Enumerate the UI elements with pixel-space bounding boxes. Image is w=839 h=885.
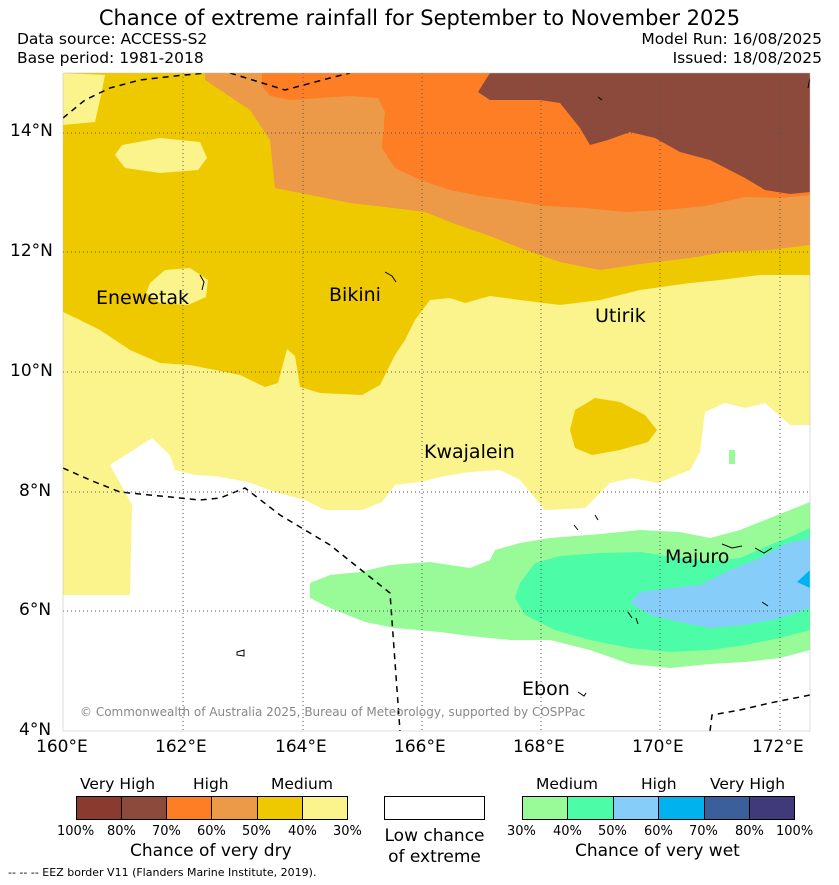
copyright-notice: © Commonwealth of Australia 2025, Bureau… (80, 705, 586, 719)
low-chance-line-2: of extreme (388, 847, 481, 867)
place-label-enewetak: Enewetak (96, 287, 190, 309)
wet-swatch-40-50 (567, 796, 614, 820)
wet-tick-label: 50% (598, 824, 627, 839)
low-chance-label: Low chance of extreme (384, 826, 485, 868)
wet-50-60-region (630, 538, 810, 628)
wet-level-label: High (641, 775, 677, 793)
dry-swatch-70-60 (166, 796, 212, 820)
dry-30-40-patch-north (63, 73, 105, 125)
low-chance-line-1: Low chance (384, 826, 485, 846)
map-title: Chance of extreme rainfall for September… (98, 6, 741, 30)
dry-level-label: High (193, 775, 229, 793)
dry-30-40-patch-enewetak (146, 268, 208, 305)
dry-tick-label: 100% (57, 824, 95, 839)
dry-swatch-40-30 (302, 796, 348, 820)
low-chance-swatch (384, 796, 485, 820)
wet-tick-label: 70% (689, 824, 718, 839)
wet-legend-title: Chance of very wet (575, 841, 740, 861)
wet-tick-label: 40% (553, 824, 582, 839)
dry-tick-label: 50% (242, 824, 271, 839)
grid-lines (63, 73, 810, 731)
lon-tick-label: 160°E (36, 737, 88, 757)
wet-swatch-60-70 (658, 796, 705, 820)
wet-tick-label: 80% (735, 824, 764, 839)
lon-tick-label: 170°E (632, 737, 684, 757)
lon-tick-label: 164°E (275, 737, 327, 757)
eez-footnote: -- -- -- EEZ border V11 (Flanders Marine… (8, 866, 317, 879)
place-label-utirik: Utirik (595, 305, 646, 327)
meta-left: Data source: ACCESS-S2 Base period: 1981… (17, 30, 207, 68)
dry-swatch-80-70 (121, 796, 167, 820)
dry-30-40-patch-upper (115, 138, 207, 173)
data-source: Data source: ACCESS-S2 (17, 30, 208, 48)
dry-swatch-60-50 (211, 796, 258, 820)
wet-tick-label: 100% (776, 824, 814, 839)
place-label-ebon: Ebon (522, 678, 570, 700)
wet-swatch-30-40 (522, 796, 568, 820)
dry-tick-label: 60% (197, 824, 226, 839)
place-label-kwajalein: Kwajalein (424, 441, 515, 463)
wet-30-40-patch-small (729, 450, 735, 464)
map-plot (63, 73, 810, 731)
wet-60-70-patch (797, 570, 810, 588)
wet-swatch-80-100 (749, 796, 795, 820)
lon-tick-label: 166°E (394, 737, 446, 757)
lon-tick-label: 168°E (513, 737, 565, 757)
dry-40-50-patch-kwajalein (570, 398, 657, 455)
dry-tick-label: 40% (288, 824, 317, 839)
eez-border (63, 73, 810, 731)
dry-swatch-50-40 (257, 796, 303, 820)
dry-swatch-100-80 (76, 796, 122, 820)
wet-level-label: Very High (710, 775, 786, 793)
dry-tick-label: 70% (152, 824, 181, 839)
meta-right: Model Run: 16/08/2025 Issued: 18/08/2025 (641, 30, 822, 68)
wet-swatch-50-60 (613, 796, 659, 820)
lat-tick-label: 8°N (19, 481, 52, 501)
wet-level-label: Medium (536, 775, 598, 793)
lat-tick-label: 4°N (19, 720, 52, 740)
dry-level-label: Very High (80, 775, 156, 793)
dry-tick-label: 30% (333, 824, 362, 839)
wet-tick-label: 30% (507, 824, 536, 839)
model-run: Model Run: 16/08/2025 (641, 30, 822, 48)
map-frame (62, 72, 811, 732)
lat-tick-label: 6°N (19, 600, 52, 620)
dry-tick-label: 80% (107, 824, 136, 839)
lat-tick-label: 14°N (10, 121, 53, 141)
dry-level-label: Medium (271, 775, 333, 793)
issued-date: Issued: 18/08/2025 (672, 49, 822, 67)
wet-swatch-70-80 (704, 796, 750, 820)
place-label-majuro: Majuro (665, 546, 730, 568)
base-period: Base period: 1981-2018 (17, 49, 204, 67)
wet-tick-label: 60% (644, 824, 673, 839)
atoll-outlines (199, 77, 810, 697)
place-label-bikini: Bikini (329, 284, 381, 306)
lat-tick-label: 12°N (10, 241, 53, 261)
dry-legend-title: Chance of very dry (130, 841, 292, 861)
lat-tick-label: 10°N (10, 361, 53, 381)
lon-tick-label: 172°E (752, 737, 804, 757)
lon-tick-label: 162°E (155, 737, 207, 757)
